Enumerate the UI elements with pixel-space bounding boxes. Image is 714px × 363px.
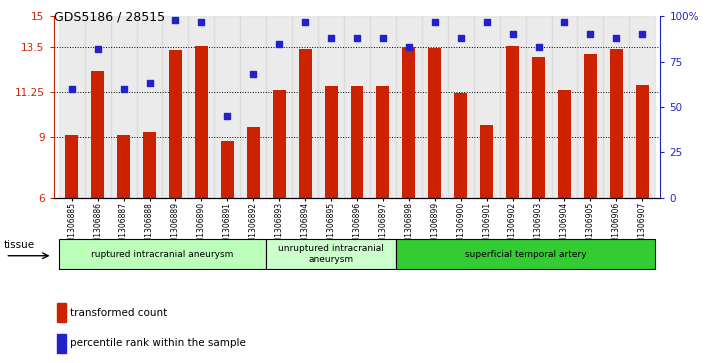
- Bar: [584, 54, 597, 198]
- Point: [455, 35, 466, 41]
- Bar: [578, 16, 603, 198]
- Text: tissue: tissue: [4, 240, 35, 250]
- Bar: [266, 16, 292, 198]
- Point: [637, 32, 648, 37]
- Bar: [195, 46, 208, 198]
- Text: transformed count: transformed count: [70, 307, 168, 318]
- Point: [92, 46, 104, 52]
- Bar: [221, 141, 233, 198]
- Bar: [136, 16, 163, 198]
- Text: superficial temporal artery: superficial temporal artery: [465, 250, 586, 258]
- Bar: [169, 50, 182, 198]
- Point: [429, 19, 441, 25]
- Point: [299, 19, 311, 25]
- Bar: [111, 16, 136, 198]
- Point: [118, 86, 129, 92]
- Bar: [473, 16, 500, 198]
- Bar: [59, 16, 85, 198]
- Bar: [298, 49, 311, 198]
- Bar: [214, 16, 241, 198]
- Bar: [65, 135, 79, 198]
- Point: [559, 19, 570, 25]
- Bar: [629, 16, 655, 198]
- Bar: [247, 127, 260, 198]
- Point: [221, 113, 233, 119]
- Bar: [351, 86, 363, 198]
- Bar: [428, 48, 441, 198]
- Bar: [506, 46, 519, 198]
- Bar: [163, 16, 188, 198]
- FancyBboxPatch shape: [396, 240, 655, 269]
- Point: [273, 41, 285, 46]
- Bar: [292, 16, 318, 198]
- Bar: [85, 16, 111, 198]
- Bar: [532, 57, 545, 198]
- Bar: [558, 90, 571, 198]
- Bar: [344, 16, 370, 198]
- Bar: [422, 16, 448, 198]
- Bar: [56, 303, 66, 322]
- Point: [585, 32, 596, 37]
- Bar: [370, 16, 396, 198]
- Point: [377, 35, 388, 41]
- FancyBboxPatch shape: [266, 240, 396, 269]
- Bar: [143, 132, 156, 198]
- Point: [196, 19, 207, 25]
- Text: ruptured intracranial aneurysm: ruptured intracranial aneurysm: [91, 250, 233, 258]
- Bar: [241, 16, 266, 198]
- Bar: [273, 90, 286, 198]
- Point: [326, 35, 337, 41]
- Point: [170, 17, 181, 23]
- Point: [481, 19, 493, 25]
- Bar: [188, 16, 214, 198]
- Bar: [403, 46, 416, 198]
- Bar: [396, 16, 422, 198]
- Bar: [318, 16, 344, 198]
- Bar: [56, 334, 66, 353]
- Text: unruptured intracranial
aneurysm: unruptured intracranial aneurysm: [278, 244, 384, 264]
- Point: [248, 72, 259, 77]
- Point: [533, 44, 544, 50]
- Point: [403, 44, 415, 50]
- Bar: [551, 16, 578, 198]
- Bar: [500, 16, 526, 198]
- Bar: [481, 125, 493, 198]
- Bar: [603, 16, 629, 198]
- Bar: [91, 71, 104, 198]
- Bar: [635, 85, 649, 198]
- Bar: [448, 16, 473, 198]
- Text: GDS5186 / 28515: GDS5186 / 28515: [54, 11, 165, 24]
- Bar: [526, 16, 551, 198]
- Point: [66, 86, 77, 92]
- Point: [610, 35, 622, 41]
- Point: [351, 35, 363, 41]
- Bar: [117, 135, 130, 198]
- FancyBboxPatch shape: [59, 240, 266, 269]
- Bar: [454, 93, 467, 198]
- Bar: [610, 49, 623, 198]
- Bar: [325, 86, 338, 198]
- Point: [507, 32, 518, 37]
- Bar: [376, 86, 389, 198]
- Text: percentile rank within the sample: percentile rank within the sample: [70, 338, 246, 348]
- Point: [144, 81, 155, 86]
